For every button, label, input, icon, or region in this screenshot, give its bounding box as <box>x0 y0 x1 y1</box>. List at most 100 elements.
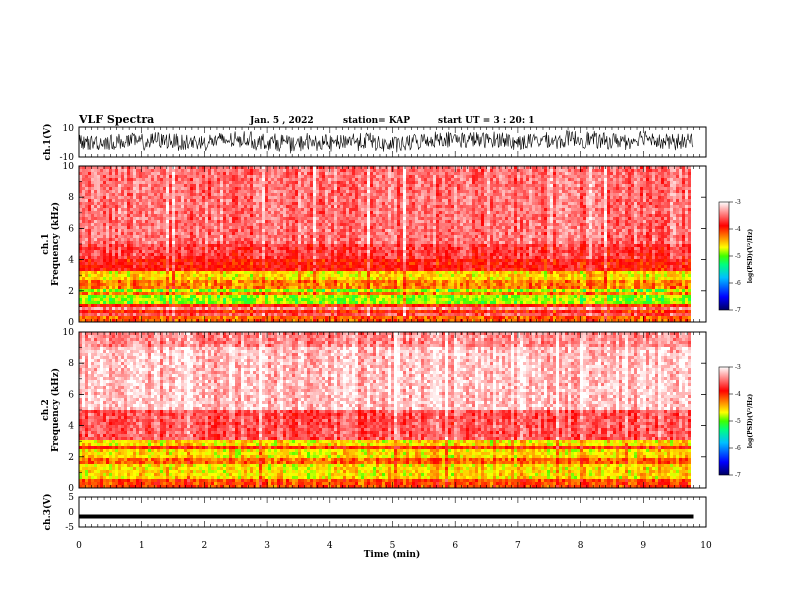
spectrogram-cell <box>316 223 319 226</box>
spectrogram-cell <box>217 211 220 214</box>
spectrogram-cell <box>499 187 502 190</box>
spectrogram-cell <box>256 184 259 187</box>
spectrogram-cell <box>277 238 280 241</box>
spectrogram-cell <box>469 169 472 172</box>
spectrogram-cell <box>91 214 94 217</box>
spectrogram-cell <box>328 181 331 184</box>
spectrogram-cell <box>427 223 430 226</box>
spectrogram-cell <box>277 205 280 208</box>
spectrogram-cell <box>184 220 187 223</box>
spectrogram-cell <box>346 202 349 205</box>
spectrogram-cell <box>460 193 463 196</box>
spectrogram-cell <box>283 184 286 187</box>
spectrogram-cell <box>448 232 451 235</box>
spectrogram-cell <box>103 190 106 193</box>
spectrogram-cell <box>154 169 157 172</box>
spectrogram-cell <box>406 199 409 202</box>
spectrogram-cell <box>529 217 532 220</box>
spectrogram-cell <box>322 223 325 226</box>
spectrogram-cell <box>628 169 631 172</box>
spectrogram-cell <box>127 184 130 187</box>
spectrogram-cell <box>91 199 94 202</box>
spectrogram-cell <box>448 199 451 202</box>
spectrogram-cell <box>577 208 580 211</box>
spectrogram-cell <box>229 166 232 169</box>
spectrogram-cell <box>133 184 136 187</box>
spectrogram-cell <box>568 211 571 214</box>
spectrogram-cell <box>250 166 253 169</box>
spectrogram-cell <box>439 211 442 214</box>
spectrogram-cell <box>682 184 685 187</box>
spectrogram-cell <box>619 211 622 214</box>
spectrogram-cell <box>679 166 682 169</box>
spectrogram-cell <box>502 196 505 199</box>
spectrogram-cell <box>628 175 631 178</box>
spectrogram-cell <box>679 223 682 226</box>
spectrogram-cell <box>346 229 349 232</box>
spectrogram-cell <box>370 187 373 190</box>
spectrogram-cell <box>100 211 103 214</box>
spectrogram-cell <box>268 211 271 214</box>
spectrogram-cell <box>139 208 142 211</box>
spectrogram-cell <box>316 211 319 214</box>
spectrogram-cell <box>616 196 619 199</box>
spectrogram-cell <box>160 229 163 232</box>
spectrogram-cell <box>133 187 136 190</box>
spectrogram-cell <box>268 202 271 205</box>
spectrogram-cell <box>676 175 679 178</box>
spectrogram-cell <box>508 235 511 238</box>
spectrogram-cell <box>328 202 331 205</box>
spectrogram-cell <box>331 232 334 235</box>
spectrogram-cell <box>640 181 643 184</box>
spectrogram-cell <box>535 232 538 235</box>
spectrogram-cell <box>598 169 601 172</box>
spectrogram-cell <box>376 175 379 178</box>
spectrogram-cell <box>199 178 202 181</box>
spectrogram-cell <box>547 193 550 196</box>
spectrogram-cell <box>484 193 487 196</box>
spectrogram-cell <box>583 184 586 187</box>
spectrogram-cell <box>673 178 676 181</box>
spectrogram-cell <box>514 211 517 214</box>
spectrogram-cell <box>400 205 403 208</box>
spectrogram-cell <box>511 169 514 172</box>
spectrogram-cell <box>310 175 313 178</box>
spectrogram-cell <box>523 196 526 199</box>
spectrogram-cell <box>121 217 124 220</box>
spectrogram-cell <box>241 217 244 220</box>
spectrogram-cell <box>319 193 322 196</box>
spectrogram-cell <box>136 184 139 187</box>
spectrogram-cell <box>451 232 454 235</box>
spectrogram-cell <box>484 211 487 214</box>
spectrogram-cell <box>346 211 349 214</box>
spectrogram-cell <box>607 232 610 235</box>
spectrogram-cell <box>679 205 682 208</box>
spectrogram-cell <box>142 211 145 214</box>
spectrogram-cell <box>577 217 580 220</box>
spectrogram-cell <box>316 232 319 235</box>
spectrogram-cell <box>115 205 118 208</box>
spectrogram-cell <box>634 172 637 175</box>
spectrogram-cell <box>112 238 115 241</box>
spectrogram-cell <box>301 205 304 208</box>
spectrogram-cell <box>223 172 226 175</box>
spectrogram-cell <box>226 226 229 229</box>
spectrogram-cell <box>127 196 130 199</box>
spectrogram-cell <box>79 169 82 172</box>
spectrogram-cell <box>574 190 577 193</box>
spectrogram-cell <box>94 166 97 169</box>
spectrogram-cell <box>370 235 373 238</box>
spectrogram-cell <box>226 181 229 184</box>
spectrogram-cell <box>97 223 100 226</box>
spectrogram-cell <box>400 172 403 175</box>
spectrogram-cell <box>442 202 445 205</box>
spectrogram-cell <box>262 208 265 211</box>
spectrogram-cell <box>388 184 391 187</box>
spectrogram-cell <box>400 202 403 205</box>
spectrogram-cell <box>445 220 448 223</box>
spectrogram-cell <box>481 184 484 187</box>
spectrogram-cell <box>412 202 415 205</box>
spectrogram-cell <box>307 235 310 238</box>
spectrogram-cell <box>481 223 484 226</box>
spectrogram-cell <box>253 199 256 202</box>
